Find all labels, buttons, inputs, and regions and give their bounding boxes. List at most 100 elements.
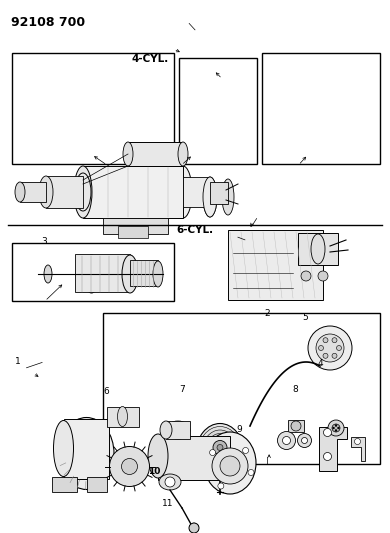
Circle shape — [298, 433, 312, 448]
Ellipse shape — [206, 433, 234, 467]
Bar — [20, 182, 46, 202]
Circle shape — [278, 432, 296, 449]
Bar — [46, 176, 83, 208]
Text: 4-CYL.: 4-CYL. — [131, 54, 169, 63]
Circle shape — [318, 271, 328, 281]
Ellipse shape — [53, 421, 73, 477]
Circle shape — [308, 326, 352, 370]
Circle shape — [189, 523, 199, 533]
Text: 9: 9 — [236, 425, 242, 434]
Polygon shape — [190, 523, 199, 533]
Bar — [228, 230, 323, 300]
Bar — [83, 166, 183, 218]
Circle shape — [301, 438, 307, 443]
Ellipse shape — [74, 166, 92, 218]
Circle shape — [323, 453, 332, 461]
Bar — [298, 233, 338, 265]
Bar — [12, 53, 174, 164]
Text: 2: 2 — [264, 309, 270, 318]
Circle shape — [332, 424, 340, 432]
Bar — [103, 218, 168, 234]
Bar — [166, 421, 190, 439]
Ellipse shape — [174, 166, 192, 218]
Circle shape — [165, 477, 175, 487]
Ellipse shape — [222, 179, 234, 215]
Circle shape — [335, 430, 337, 432]
Circle shape — [316, 334, 344, 362]
Bar — [106, 407, 138, 426]
Ellipse shape — [148, 434, 168, 478]
Ellipse shape — [159, 474, 181, 490]
Circle shape — [333, 427, 335, 429]
Ellipse shape — [39, 176, 53, 208]
Ellipse shape — [196, 424, 244, 483]
Ellipse shape — [311, 234, 325, 264]
Bar — [51, 477, 76, 491]
Circle shape — [218, 483, 224, 489]
Circle shape — [332, 338, 337, 343]
Circle shape — [209, 449, 216, 456]
Ellipse shape — [153, 261, 163, 287]
Ellipse shape — [75, 173, 91, 211]
Circle shape — [335, 424, 337, 426]
Ellipse shape — [160, 421, 172, 439]
Bar — [128, 142, 183, 166]
Ellipse shape — [15, 182, 25, 202]
Bar — [103, 313, 380, 464]
Text: 8: 8 — [292, 385, 298, 394]
Circle shape — [248, 470, 254, 475]
Circle shape — [323, 338, 328, 343]
Ellipse shape — [59, 417, 114, 489]
Ellipse shape — [203, 177, 217, 217]
Circle shape — [243, 448, 248, 454]
Bar — [179, 58, 257, 164]
Bar — [210, 182, 228, 204]
Circle shape — [220, 456, 240, 476]
Bar — [288, 420, 304, 432]
Text: 10: 10 — [148, 466, 160, 475]
Circle shape — [337, 427, 340, 429]
Text: 6-CYL.: 6-CYL. — [176, 225, 214, 235]
Circle shape — [213, 440, 227, 455]
Bar — [158, 436, 230, 480]
Bar — [130, 260, 158, 286]
Circle shape — [122, 458, 138, 474]
Text: 11: 11 — [162, 498, 174, 507]
Ellipse shape — [210, 437, 230, 461]
Circle shape — [355, 439, 360, 445]
Bar — [64, 418, 108, 479]
Text: 92108 700: 92108 700 — [11, 16, 85, 29]
Bar — [262, 53, 380, 164]
Ellipse shape — [178, 142, 188, 166]
Circle shape — [337, 345, 342, 351]
Text: 4: 4 — [317, 359, 323, 367]
Circle shape — [328, 420, 344, 436]
Circle shape — [332, 353, 337, 358]
Ellipse shape — [204, 432, 256, 494]
Text: 5: 5 — [302, 313, 308, 322]
Ellipse shape — [122, 255, 138, 293]
Circle shape — [110, 447, 149, 487]
Circle shape — [291, 421, 301, 431]
Ellipse shape — [44, 265, 52, 283]
Ellipse shape — [83, 255, 99, 293]
Ellipse shape — [202, 430, 238, 474]
Circle shape — [323, 429, 332, 437]
Circle shape — [217, 445, 223, 450]
Text: 3: 3 — [41, 237, 47, 246]
Bar — [118, 226, 148, 238]
Polygon shape — [351, 437, 365, 461]
Ellipse shape — [203, 177, 217, 217]
Bar — [75, 254, 130, 292]
Circle shape — [301, 271, 311, 281]
Text: 7: 7 — [179, 385, 185, 394]
Text: 1: 1 — [15, 358, 21, 367]
Ellipse shape — [117, 407, 128, 426]
Ellipse shape — [198, 426, 242, 481]
Polygon shape — [319, 426, 346, 471]
Text: 6: 6 — [103, 386, 109, 395]
Bar — [12, 243, 174, 301]
Circle shape — [323, 353, 328, 358]
Circle shape — [319, 345, 323, 351]
Bar — [87, 477, 106, 491]
